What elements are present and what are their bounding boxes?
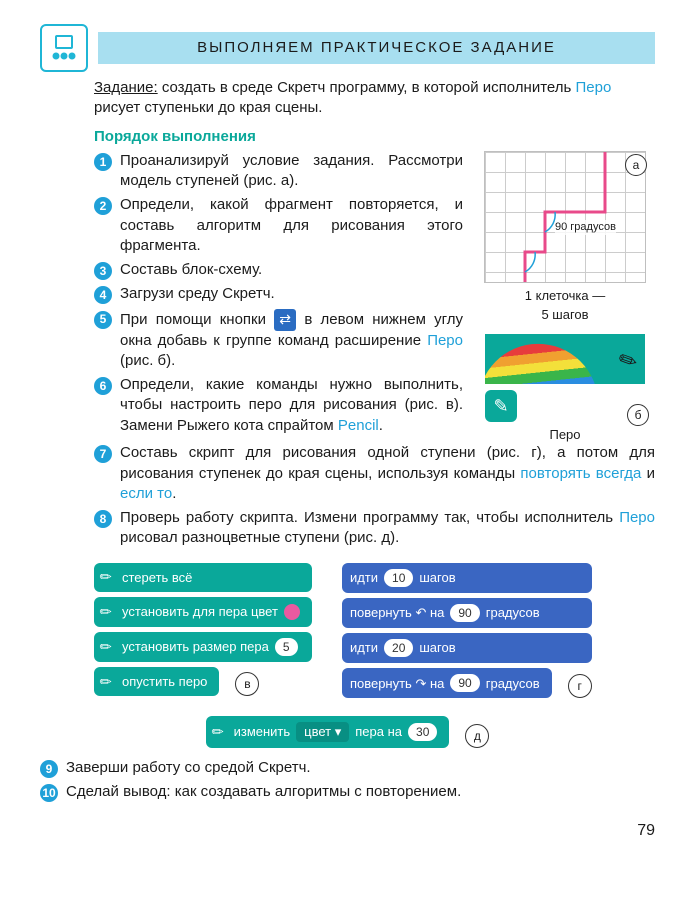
block-pen-down: опустить перо	[94, 667, 219, 697]
pen-blocks-column: стереть всё установить для пера цвет уст…	[94, 563, 312, 697]
step-1: Проанализируй условие задания. Рассмотри…	[94, 151, 463, 192]
block-move-10: идти10шагов	[342, 563, 592, 593]
step-3: Составь блок-схему.	[94, 260, 463, 280]
pen-extension-icon: ✎	[485, 390, 517, 422]
steps-column: Проанализируй условие задания. Рассмотри…	[94, 151, 463, 440]
figure-b-image: ✎	[485, 334, 645, 384]
content-row: Проанализируй условие задания. Рассмотри…	[94, 151, 655, 444]
steps-heading: Порядок выполнения	[94, 127, 655, 147]
figure-b-label: б	[627, 404, 649, 426]
step-6: Определи, какие команды нужно выполнить,…	[94, 375, 463, 436]
step-5: При помощи кнопки ⇄ в левом нижнем углу …	[94, 309, 463, 372]
block-erase-all: стереть всё	[94, 563, 312, 593]
header-bar: ВЫПОЛНЯЕМ ПРАКТИЧЕСКОЕ ЗАДАНИЕ	[40, 24, 655, 72]
motion-blocks-column: идти10шагов повернуть ↶ на90градусов идт…	[342, 563, 592, 699]
block-set-pen-color: установить для пера цвет	[94, 597, 312, 627]
extension-button-icon: ⇄	[274, 309, 296, 331]
block-change-color: изменить цвет ▾ пера на 30	[206, 716, 450, 748]
figures-column: а 90 градусов 1 клеточка — 5 шагов ✎ ✎ б…	[475, 151, 655, 444]
block-set-pen-size: установить размер пера5	[94, 632, 312, 662]
practical-task-icon	[40, 24, 88, 72]
step-4: Загрузи среду Скретч.	[94, 284, 463, 304]
task-line: Задание: создать в среде Скретч программ…	[94, 78, 655, 119]
steps-list-wide: Составь скрипт для рисования одной ступе…	[94, 443, 655, 548]
task-label: Задание:	[94, 79, 158, 96]
steps-list-top: Проанализируй условие задания. Рассмотри…	[94, 151, 463, 436]
block-turn-cw: повернуть ↷ на90градусов	[342, 668, 552, 698]
figure-v-label: в	[235, 672, 259, 696]
pencil-icon: ✎	[613, 343, 642, 378]
block-move-20: идти20шагов	[342, 633, 592, 663]
page-number: 79	[40, 820, 655, 842]
steps-list-tail: Заверши работу со средой Скретч. Сделай …	[40, 758, 655, 803]
figure-d-label: д	[465, 724, 489, 748]
color-swatch	[284, 604, 300, 620]
blocks-row: стереть всё установить для пера цвет уст…	[94, 563, 655, 699]
step-8: Проверь работу скрипта. Измени программу…	[94, 508, 655, 549]
figure-a-caption-2: 5 шагов	[475, 306, 655, 324]
figure-b: ✎ ✎ б	[485, 334, 645, 422]
step-10: Сделай вывод: как создавать алгоритмы с …	[40, 782, 655, 802]
change-block-row: изменить цвет ▾ пера на 30 д	[40, 716, 655, 748]
rainbow-icon	[485, 338, 598, 384]
page: ВЫПОЛНЯЕМ ПРАКТИЧЕСКОЕ ЗАДАНИЕ Задание: …	[0, 0, 695, 862]
block-turn-ccw: повернуть ↶ на90градусов	[342, 598, 592, 628]
step-9: Заверши работу со средой Скретч.	[40, 758, 655, 778]
figure-a-caption-1: 1 клеточка —	[475, 287, 655, 305]
figure-g-label: г	[568, 674, 592, 698]
step-7: Составь скрипт для рисования одной ступе…	[94, 443, 655, 504]
stairs-icon	[485, 152, 645, 282]
figure-b-caption: Перо	[475, 426, 655, 444]
figure-a: а 90 градусов	[484, 151, 646, 283]
header-title: ВЫПОЛНЯЕМ ПРАКТИЧЕСКОЕ ЗАДАНИЕ	[98, 32, 655, 64]
step-2: Определи, какой фрагмент повторяется, и …	[94, 195, 463, 256]
